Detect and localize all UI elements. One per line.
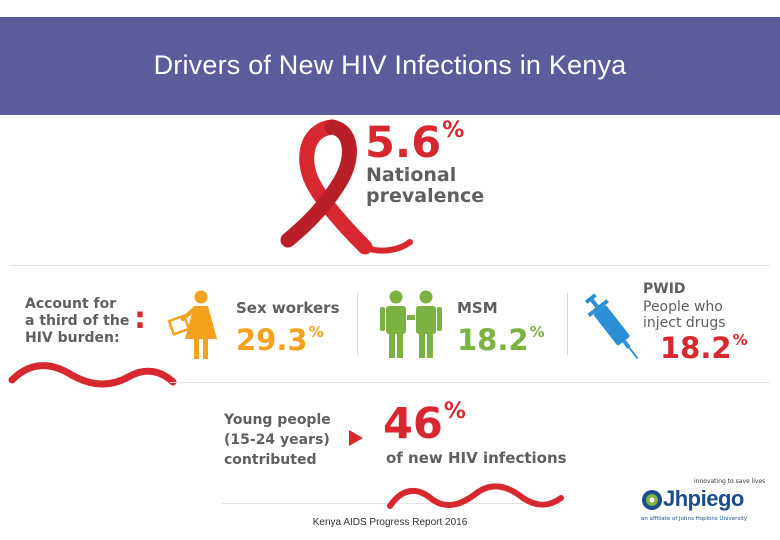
burden-separator: :: [134, 301, 146, 336]
pwid-subtitle: People who inject drugs: [643, 299, 726, 331]
sex-workers-label: Sex workers: [236, 299, 340, 317]
young-people-label: Young people (15-24 years) contributed: [224, 412, 331, 468]
pwid-value: 18.2%: [660, 331, 748, 365]
sex-worker-icon: [167, 290, 217, 359]
young-people-caption: of new HIV infections: [386, 449, 567, 467]
burden-label: Account for a third of the HIV burden:: [25, 296, 130, 346]
source-footnote: Kenya AIDS Progress Report 2016: [312, 517, 468, 528]
page-title: Drivers of New HIV Infections in Kenya: [153, 50, 627, 80]
jhpiego-logo-icon: [642, 490, 662, 510]
ribbon-wave-left: [8, 362, 177, 388]
msm-value: 18.2%: [457, 323, 545, 357]
awareness-ribbon-icon: [280, 119, 413, 255]
divider-top: [10, 265, 770, 266]
pwid-label: PWID: [643, 281, 686, 297]
divider-2: [567, 293, 568, 355]
national-prevalence-label: National prevalence: [366, 164, 485, 207]
divider-1: [357, 293, 358, 355]
syringe-icon: [584, 293, 639, 360]
jhpiego-affiliate: an affiliate of Johns Hopkins University: [641, 516, 748, 522]
msm-label: MSM: [457, 299, 498, 317]
national-prevalence-value: 5.6%: [365, 118, 465, 168]
jhpiego-tagline: innovating to save lives: [694, 478, 766, 485]
ribbon-wave-bottom: [387, 483, 564, 509]
divider-middle: [170, 382, 770, 383]
jhpiego-name: Jhpiego: [663, 486, 744, 511]
title-banner: [0, 17, 780, 115]
arrow-right-icon: [349, 430, 363, 446]
young-people-value: 46%: [383, 399, 466, 449]
sex-workers-value: 29.3%: [236, 323, 324, 357]
msm-icon: [380, 290, 442, 358]
